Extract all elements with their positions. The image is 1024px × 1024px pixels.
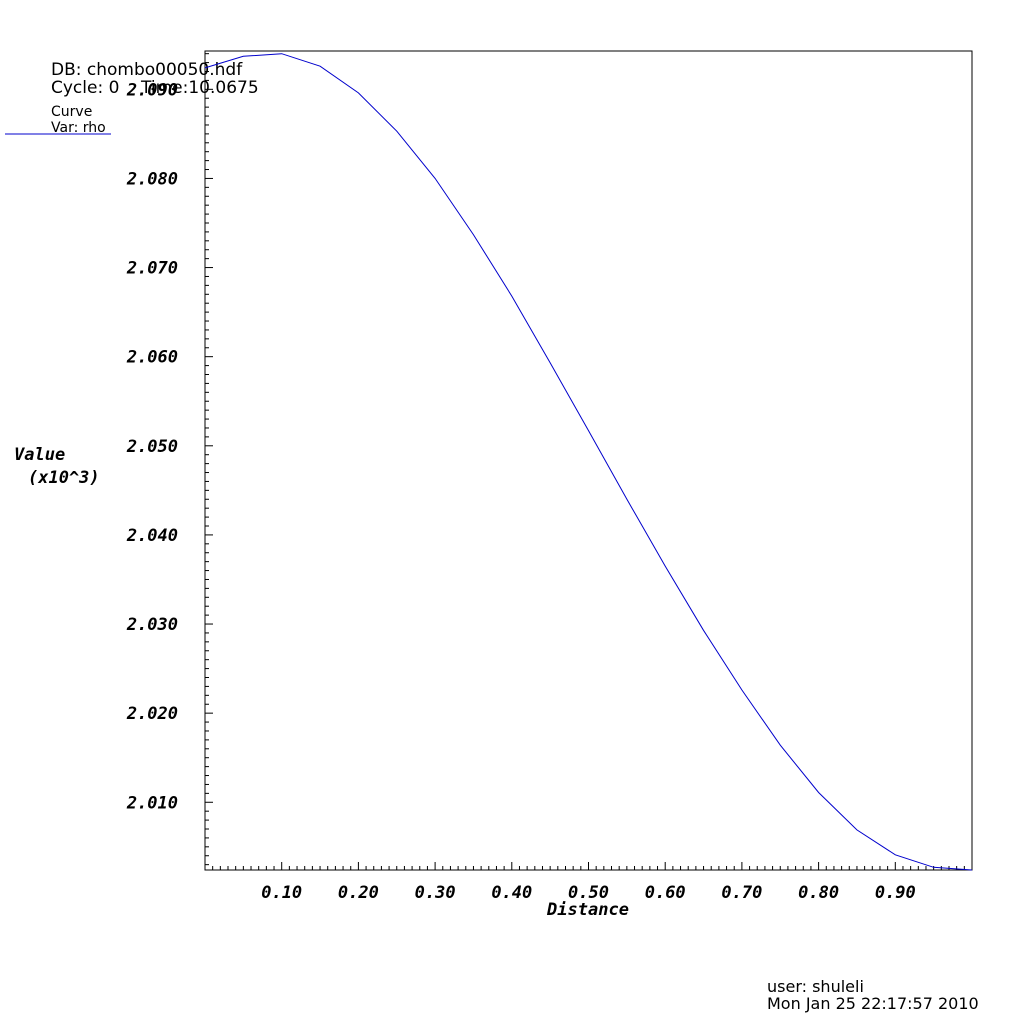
x-tick-label: 0.80 [798, 883, 839, 903]
plot-frame [204, 50, 973, 871]
legend-title: Curve [51, 104, 92, 120]
x-tick-label: 0.20 [338, 883, 379, 903]
y-axis-ticks [205, 53, 213, 866]
y-tick-label: 2.010 [126, 793, 178, 813]
series-line-rho [204, 53, 973, 871]
x-tick-label: 0.90 [875, 883, 916, 903]
y-axis-label: Value [14, 445, 65, 465]
y-axis-scale-label: (x10^3) [28, 468, 100, 488]
x-tick-label: 0.70 [721, 883, 762, 903]
x-tick-label: 0.60 [645, 883, 686, 903]
cycle-time-label: Cycle: 0 Time:10.0675 [51, 78, 259, 98]
y-tick-label: 2.070 [126, 259, 178, 279]
date-label: Mon Jan 25 22:17:57 2010 [767, 994, 979, 1013]
x-tick-label: 0.10 [261, 883, 302, 903]
x-tick-label: 0.30 [415, 883, 456, 903]
db-label: DB: chombo00050.hdf [51, 60, 243, 80]
y-tick-label: 2.080 [126, 169, 178, 189]
x-axis-label: Distance [546, 900, 629, 920]
y-tick-label: 2.060 [126, 348, 178, 368]
y-tick-label: 2.020 [126, 704, 178, 724]
user-label: user: shuleli [767, 977, 864, 996]
legend-var: Var: rho [51, 120, 106, 136]
x-tick-label: 0.40 [491, 883, 532, 903]
y-tick-label: 2.040 [126, 526, 178, 546]
x-axis-ticks [212, 862, 965, 870]
y-tick-label: 2.090 [126, 80, 178, 100]
y-axis-tick-labels: 2.010 2.020 2.030 2.040 2.050 2.060 2.070 2.080… [126, 80, 178, 813]
y-tick-label: 2.050 [126, 437, 178, 457]
x-axis-tick-labels: 0.10 0.20 0.30 0.40 0.50 0.60 0.70 0.80 0.90 [261, 883, 916, 903]
x-tick-label: 0.50 [568, 883, 609, 903]
y-tick-label: 2.030 [126, 615, 178, 635]
